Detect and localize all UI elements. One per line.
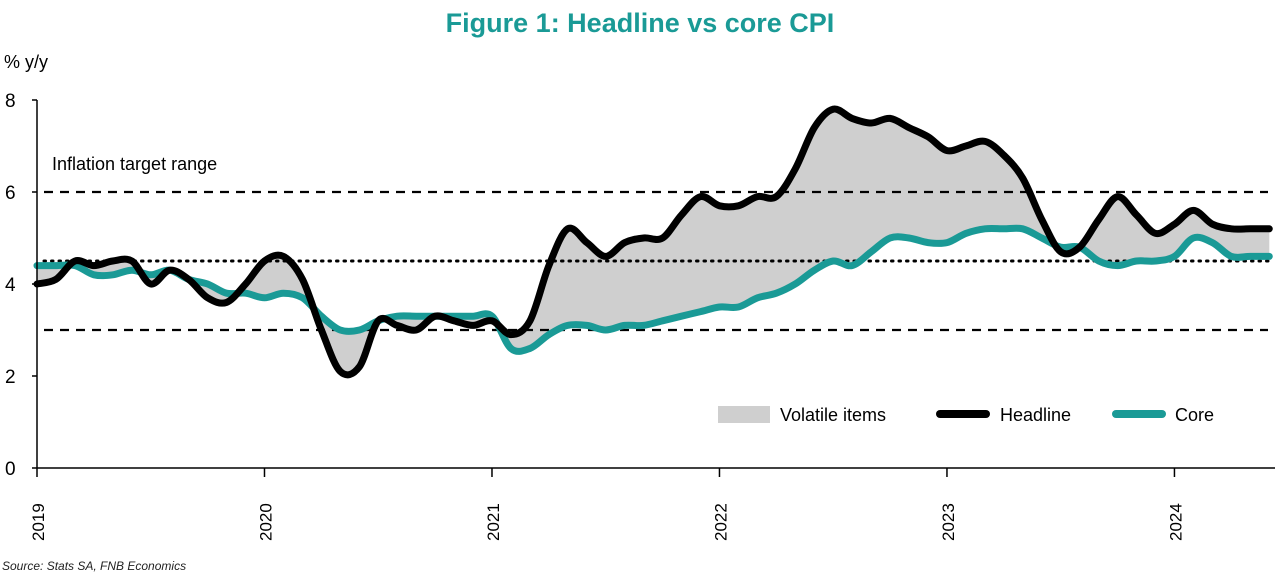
x-tick-label: 2019 [29,503,48,541]
legend-headline-label: Headline [1000,405,1071,425]
x-tick-label: 2023 [939,503,958,541]
y-axis-label: % y/y [4,52,48,72]
y-tick-label: 2 [5,367,16,388]
x-tick-label: 2022 [711,503,730,541]
legend-core-label: Core [1175,405,1214,425]
x-tick-label: 2024 [1166,503,1185,541]
series-lines-layer [33,105,1273,379]
chart-title: Figure 1: Headline vs core CPI [445,8,835,38]
y-tick-label: 0 [5,459,16,480]
x-tick-label: 2020 [256,503,275,541]
legend-volatile-label: Volatile items [780,405,886,425]
reference-lines-layer [42,190,1270,332]
legend-volatile-swatch [718,406,770,423]
target-range-annotation: Inflation target range [52,154,217,174]
axes-layer: 0 2 4 6 8 2019 2020 2021 2022 2023 2024 [5,91,1275,541]
y-tick-label: 8 [5,91,16,112]
x-tick-label: 2021 [484,503,503,541]
headline-line [33,105,1273,379]
legend: Volatile items Headline Core [718,405,1214,425]
core-line [33,224,1273,355]
y-tick-label: 6 [5,183,16,204]
y-tick-label: 4 [5,275,16,296]
source-note: Source: Stats SA, FNB Economics [2,559,187,573]
